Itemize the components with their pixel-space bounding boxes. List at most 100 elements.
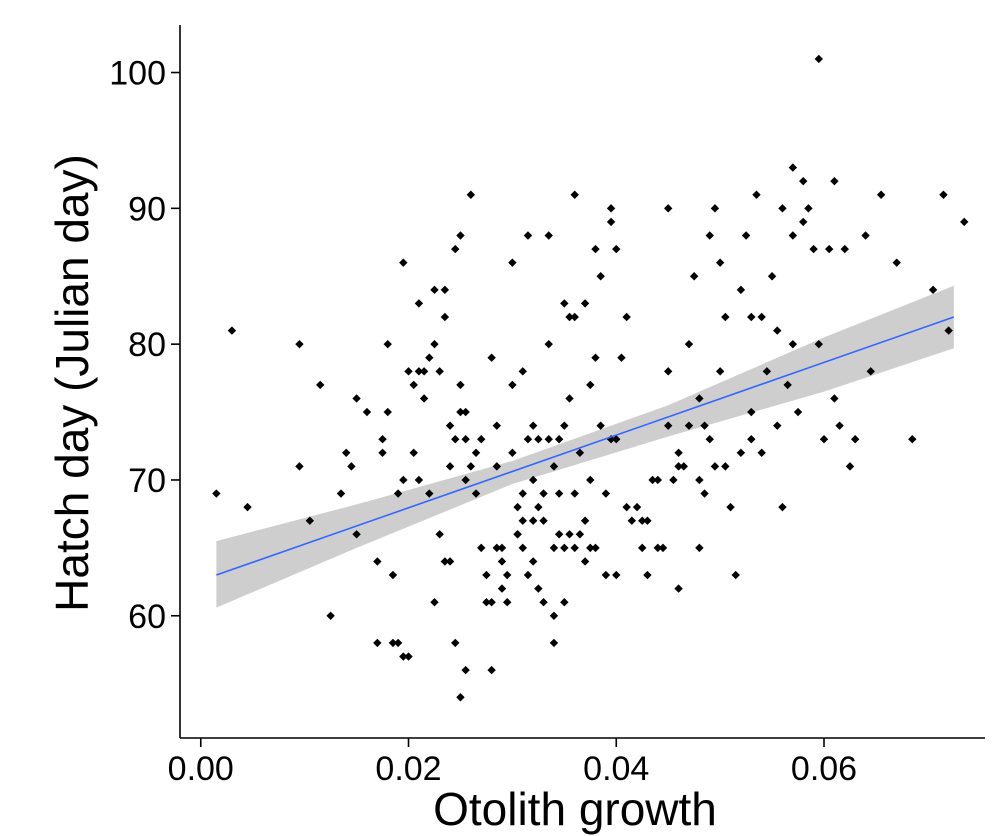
data-point: [430, 339, 439, 349]
data-point: [383, 407, 392, 417]
data-point: [295, 462, 304, 471]
data-point: [513, 530, 522, 539]
data-point: [684, 421, 694, 430]
data-point: [456, 407, 465, 417]
data-point: [487, 665, 496, 675]
data-point: [731, 570, 740, 580]
data-point: [336, 489, 346, 498]
data-point: [715, 367, 725, 376]
data-point: [638, 516, 647, 525]
data-point: [835, 421, 844, 430]
data-point: [591, 353, 600, 362]
data-point: [783, 380, 792, 390]
data-point: [788, 231, 798, 240]
data-point: [669, 475, 678, 485]
data-point: [445, 462, 455, 471]
data-point: [876, 190, 886, 199]
data-point: [773, 421, 782, 430]
data-point: [612, 244, 621, 254]
data-point: [461, 475, 470, 485]
data-point: [440, 285, 450, 295]
data-point: [425, 353, 434, 362]
data-point: [549, 543, 559, 553]
data-point: [726, 502, 735, 512]
data-point: [580, 516, 590, 525]
data-point: [352, 394, 361, 403]
data-point: [539, 516, 548, 525]
data-point: [461, 435, 470, 444]
data-point: [404, 652, 413, 661]
data-point: [492, 462, 502, 471]
data-point: [617, 353, 626, 362]
data-point: [497, 584, 507, 593]
data-point: [596, 421, 605, 430]
data-point: [705, 231, 714, 240]
data-point: [373, 557, 382, 566]
data-point: [409, 380, 418, 390]
data-point: [861, 231, 870, 240]
data-point: [778, 502, 787, 512]
data-point: [534, 435, 543, 444]
x-tick-label: 0.00: [168, 750, 234, 788]
data-point: [341, 448, 351, 457]
ticks-layer: 0.00 0.02 0.04 0.06 60 70 80 90 100: [109, 55, 857, 788]
data-point: [534, 584, 543, 593]
data-point: [809, 244, 818, 254]
data-point: [466, 462, 476, 471]
data-point: [528, 516, 538, 525]
data-point: [710, 462, 720, 471]
data-point: [404, 367, 413, 376]
data-point: [601, 489, 611, 498]
data-point: [539, 597, 548, 607]
x-tick-label: 0.06: [791, 750, 857, 788]
data-point: [497, 557, 507, 566]
data-points-layer: [212, 54, 969, 702]
data-point: [892, 258, 901, 267]
data-point: [477, 543, 486, 553]
data-point: [679, 462, 688, 471]
data-point: [721, 312, 730, 322]
data-point: [575, 448, 585, 457]
data-point: [814, 54, 824, 64]
data-point: [580, 557, 590, 566]
data-point: [674, 462, 683, 471]
data-point: [425, 489, 434, 498]
data-point: [419, 367, 429, 376]
data-point: [570, 312, 579, 322]
data-point: [601, 570, 611, 580]
data-point: [445, 421, 455, 430]
y-tick-label: 60: [128, 598, 166, 636]
data-point: [414, 367, 424, 376]
data-point: [643, 570, 652, 580]
data-point: [456, 693, 465, 702]
data-point: [227, 326, 237, 335]
data-point: [824, 244, 834, 254]
data-point: [565, 312, 574, 322]
x-axis-title: Otolith growth: [433, 783, 717, 835]
data-point: [575, 530, 585, 539]
data-point: [456, 380, 465, 390]
data-point: [695, 543, 704, 553]
data-point: [591, 543, 600, 553]
data-point: [414, 299, 424, 308]
data-point: [518, 367, 527, 376]
data-point: [347, 462, 356, 471]
data-point: [700, 489, 709, 498]
data-point: [866, 367, 875, 376]
data-point: [586, 475, 595, 485]
data-point: [383, 339, 392, 349]
data-point: [674, 448, 683, 457]
data-point: [591, 244, 600, 254]
data-point: [482, 570, 491, 580]
data-point: [793, 407, 803, 417]
data-point: [814, 339, 824, 349]
data-point: [461, 407, 470, 417]
data-point: [430, 597, 439, 607]
data-point: [757, 312, 766, 322]
data-point: [560, 421, 569, 430]
data-point: [653, 475, 663, 485]
data-point: [570, 543, 579, 553]
data-point: [804, 204, 813, 213]
